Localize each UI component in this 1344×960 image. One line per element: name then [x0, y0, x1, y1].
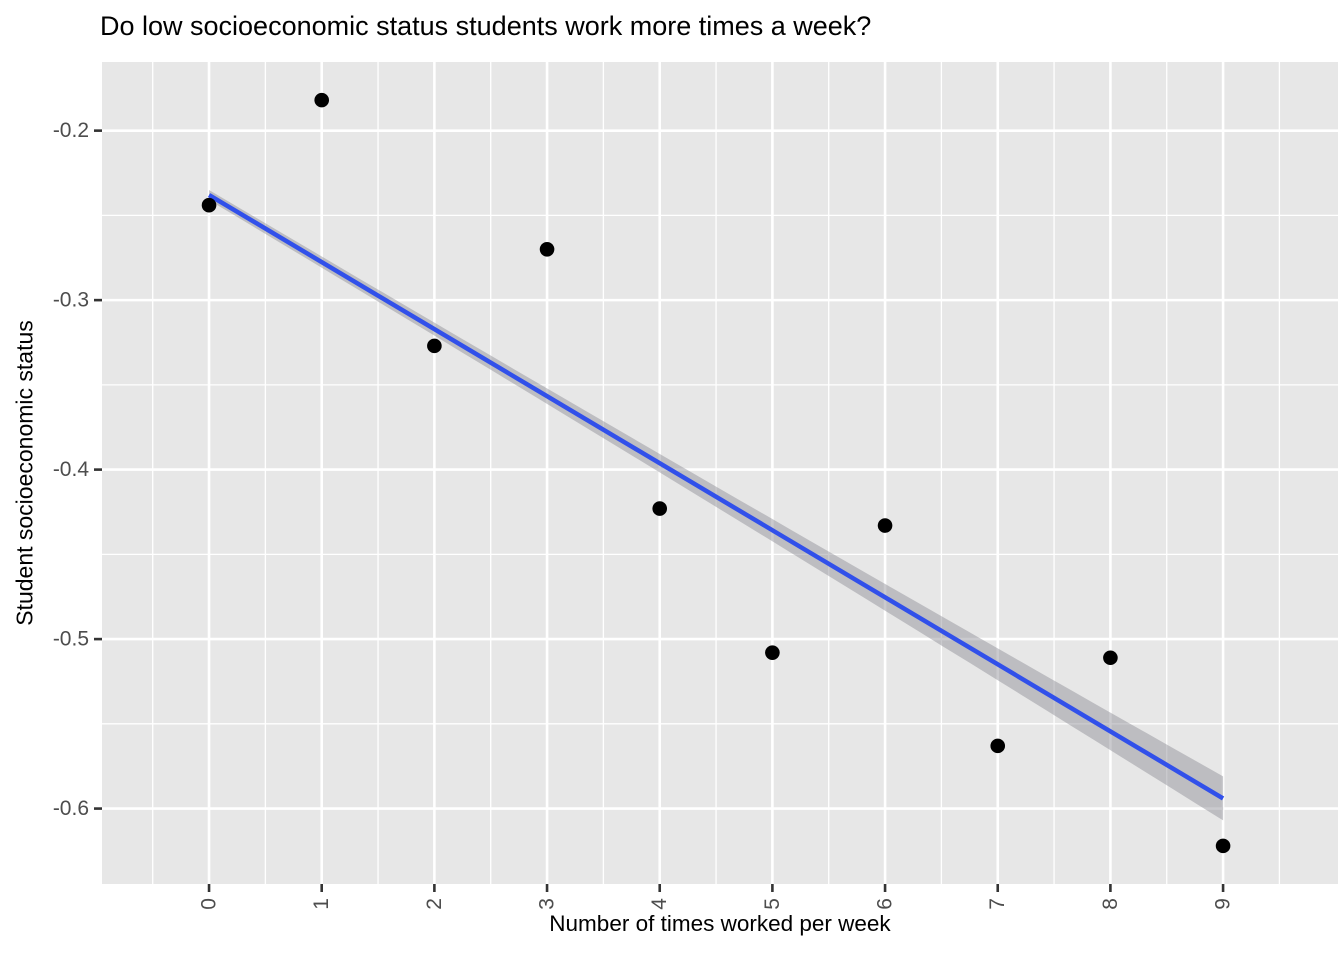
chart-title: Do low socioeconomic status students wor… [100, 11, 872, 41]
x-tick-label: 8 [1099, 898, 1122, 910]
x-tick-label: 7 [986, 898, 1009, 910]
x-tick-label: 1 [310, 898, 333, 910]
x-tick-label: 6 [874, 898, 897, 910]
data-point [652, 501, 668, 516]
x-tick-label: 3 [536, 898, 559, 910]
data-point [990, 738, 1006, 754]
x-axis-title: Number of times worked per week [549, 911, 891, 936]
data-point [877, 518, 893, 533]
panel-background [102, 62, 1338, 884]
y-tick-label: -0.5 [53, 628, 89, 651]
regression-line [207, 193, 1225, 801]
y-tick-label: -0.6 [53, 797, 89, 820]
data-point [201, 197, 217, 213]
x-tick-label: 0 [198, 898, 221, 910]
data-point [1103, 650, 1118, 666]
x-tick-label: 4 [648, 898, 671, 910]
y-tick-label: -0.2 [53, 119, 89, 142]
data-point [539, 241, 555, 257]
data-point [427, 338, 442, 354]
y-tick-label: -0.3 [53, 289, 89, 312]
x-tick-label: 2 [423, 898, 446, 910]
x-tick-label: 9 [1212, 898, 1235, 910]
data-point [765, 645, 780, 660]
data-point [314, 92, 330, 108]
data-point [1215, 838, 1231, 854]
y-tick-label: -0.4 [53, 458, 90, 481]
x-tick-label: 5 [761, 898, 784, 910]
